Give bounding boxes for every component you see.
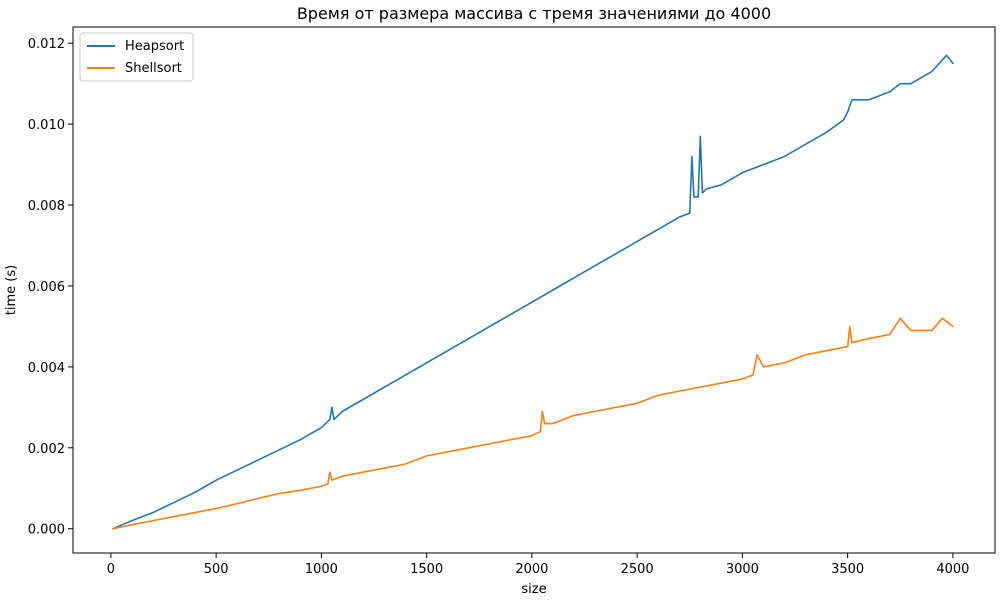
- x-tick-label: 4000: [936, 562, 969, 577]
- x-tick-label: 0: [107, 562, 115, 577]
- x-tick-label: 1000: [305, 562, 338, 577]
- plot-area-frame: [72, 26, 996, 554]
- y-tick-label: 0.008: [28, 199, 65, 214]
- x-axis-ticks: 0 500 1000 1500 2000 2500 3000 3500 4000: [107, 553, 969, 577]
- y-tick-label: 0.000: [28, 523, 65, 538]
- legend-label-shellsort: Shellsort: [125, 61, 182, 76]
- series-line-shellsort: [112, 317, 954, 530]
- x-tick-label: 1500: [410, 562, 443, 577]
- legend: Heapsort Shellsort: [79, 32, 194, 82]
- x-tick-label: 2000: [515, 562, 548, 577]
- chart-title: Время от размера массива с тремя значени…: [297, 4, 771, 23]
- y-tick-label: 0.012: [28, 37, 65, 52]
- x-axis-label: size: [521, 582, 546, 597]
- y-axis-ticks: 0.000 0.002 0.004 0.006 0.008 0.010 0.012: [28, 37, 73, 538]
- y-tick-label: 0.002: [28, 442, 65, 457]
- y-tick-label: 0.006: [28, 280, 65, 295]
- legend-label-heapsort: Heapsort: [125, 39, 184, 54]
- x-tick-label: 3000: [726, 562, 759, 577]
- y-axis-label: time (s): [4, 265, 19, 315]
- series-lines: [112, 54, 954, 530]
- series-line-heapsort: [112, 54, 954, 530]
- x-tick-label: 2500: [621, 562, 654, 577]
- y-tick-label: 0.010: [28, 118, 65, 133]
- x-tick-label: 3500: [831, 562, 864, 577]
- x-tick-label: 500: [204, 562, 229, 577]
- y-tick-label: 0.004: [28, 361, 65, 376]
